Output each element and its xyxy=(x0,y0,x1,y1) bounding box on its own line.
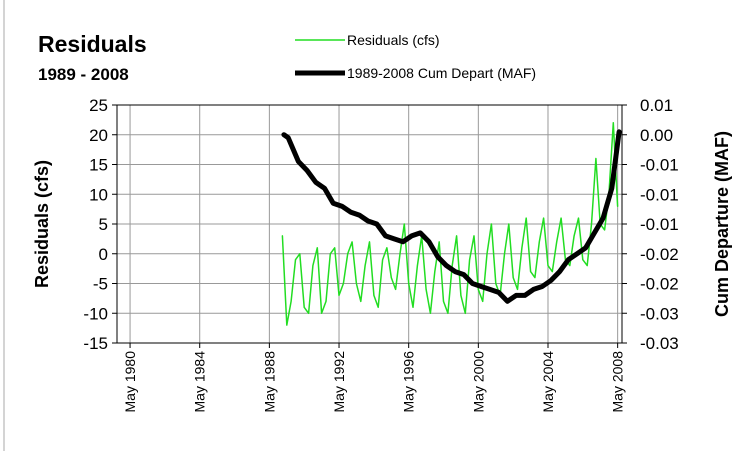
x-tick-label: May 1996 xyxy=(401,351,417,413)
y-tick-label: -15 xyxy=(83,334,108,353)
y-axis-label: Residuals (cfs) xyxy=(32,160,52,288)
x-tick-label: May 2000 xyxy=(470,351,486,413)
legend-label: 1989-2008 Cum Depart (MAF) xyxy=(347,65,536,81)
x-tick-label: May 1992 xyxy=(331,351,347,413)
y2-tick-label: -0.01 xyxy=(640,156,679,175)
y2-tick-label: -0.02 xyxy=(640,245,679,264)
y-tick-label: 10 xyxy=(89,185,108,204)
series-line xyxy=(281,122,619,326)
y-tick-label: 5 xyxy=(99,215,108,234)
x-tick-label: May 1980 xyxy=(122,351,138,413)
plot-border xyxy=(116,104,623,344)
y2-tick-label: 0.01 xyxy=(640,96,673,115)
y-tick-label: 0 xyxy=(99,245,108,264)
y2-tick-label: -0.01 xyxy=(640,215,679,234)
y2-tick-label: -0.03 xyxy=(640,304,679,323)
series-line xyxy=(281,129,622,304)
y-tick-label: 25 xyxy=(89,96,108,115)
y2-tick-label: -0.03 xyxy=(640,334,679,353)
y-tick-label: -5 xyxy=(93,275,108,294)
x-tick-label: May 2008 xyxy=(610,351,626,413)
x-tick-label: May 1988 xyxy=(261,351,277,413)
y-tick-label: 20 xyxy=(89,126,108,145)
x-tick-label: May 1984 xyxy=(192,351,208,413)
y2-tick-label: 0.00 xyxy=(640,126,673,145)
y-tick-label: 15 xyxy=(89,156,108,175)
y-tick-label: -10 xyxy=(83,304,108,323)
y2-axis-label: Cum Departure (MAF) xyxy=(712,131,732,317)
y2-tick-label: -0.02 xyxy=(640,275,679,294)
y2-tick-label: -0.01 xyxy=(640,185,679,204)
x-tick-label: May 2004 xyxy=(540,351,556,413)
legend-label: Residuals (cfs) xyxy=(347,32,440,48)
chart-title: Residuals xyxy=(38,31,147,57)
chart-subtitle: 1989 - 2008 xyxy=(38,65,129,84)
